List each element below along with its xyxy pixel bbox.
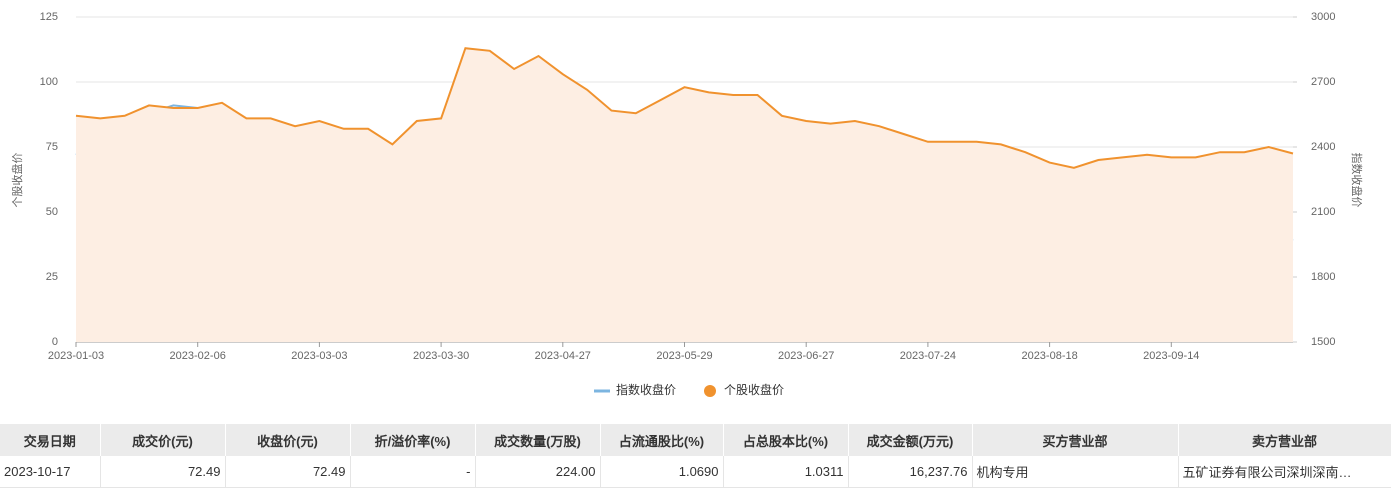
legend-swatch — [704, 385, 716, 397]
cell: 1.0690 — [600, 456, 724, 488]
header-cell: 成交数量(万股) — [475, 424, 601, 456]
y2-axis-label: 指数收盘价 — [1350, 153, 1364, 208]
x-tick-label: 2023-03-03 — [291, 350, 347, 362]
y-tick-label: 75 — [46, 141, 58, 153]
cell: 16,237.76 — [848, 456, 973, 488]
x-tick-label: 2023-02-06 — [170, 350, 226, 362]
y-tick-label: 100 — [40, 76, 58, 88]
y-axis-label: 个股收盘价 — [10, 153, 24, 208]
header-cell: 卖方营业部 — [1178, 424, 1391, 456]
trade-table: 交易日期 成交价(元) 收盘价(元) 折/溢价率(%) 成交数量(万股) 占流通股比(%)… — [0, 424, 1391, 488]
y2-tick-label: 2100 — [1311, 206, 1335, 218]
cell: 1.0311 — [723, 456, 849, 488]
y-tick-label: 125 — [40, 11, 58, 23]
cell: 2023-10-17 — [0, 456, 101, 488]
area — [76, 48, 1293, 342]
y-tick-label: 0 — [52, 336, 58, 348]
row: 2023-10-17 72.49 72.49-224.00 1.0690 1.0311 1… — [0, 456, 1391, 488]
y2-tick-label: 1500 — [1311, 336, 1335, 348]
x-tick-label: 2023-04-27 — [535, 350, 591, 362]
cell: 机构专用 — [972, 456, 1179, 488]
cell: 72.49 — [100, 456, 226, 488]
x-tick-label: 2023-01-03 — [48, 350, 104, 362]
x-tick-label: 2023-05-29 — [656, 350, 712, 362]
y2-tick-label: 2700 — [1311, 76, 1335, 88]
header-cell: 成交价(元) — [100, 424, 226, 456]
y2-tick-label: 3000 — [1311, 11, 1335, 23]
header-cell: 占流通股比(%) — [600, 424, 724, 456]
legend-label: 指数收盘价 — [616, 382, 676, 397]
x-tick-label: 2023-03-30 — [413, 350, 469, 362]
x-tick-label: 2023-08-18 — [1021, 350, 1077, 362]
line — [75, 47, 1294, 169]
y2-tick-label: 1800 — [1311, 271, 1335, 283]
cell: 224.00 — [475, 456, 601, 488]
y-tick-label: 25 — [46, 271, 58, 283]
header-cell: 折/溢价率(%) — [350, 424, 476, 456]
legend-label: 个股收盘价 — [724, 382, 784, 397]
y-tick-label: 50 — [46, 206, 58, 218]
header-cell: 成交金额(万元) — [848, 424, 973, 456]
cell: 72.49 — [225, 456, 351, 488]
cell: - — [350, 456, 476, 488]
x-tick-label: 2023-07-24 — [900, 350, 956, 362]
chart: 个股收盘价 指数收盘价 0 25 50 75 100 125 1500 1800 2100 240… — [10, 11, 1364, 397]
header-cell: 收盘价(元) — [225, 424, 351, 456]
y2-tick-label: 2400 — [1311, 141, 1335, 153]
x-tick-label: 2023-09-14 — [1143, 350, 1199, 362]
header-cell: 交易日期 — [0, 424, 101, 456]
header-cell: 买方营业部 — [972, 424, 1179, 456]
cell: 五矿证券有限公司深圳深南… — [1178, 456, 1391, 488]
header-cell: 占总股本比(%) — [723, 424, 849, 456]
x-tick-label: 2023-06-27 — [778, 350, 834, 362]
